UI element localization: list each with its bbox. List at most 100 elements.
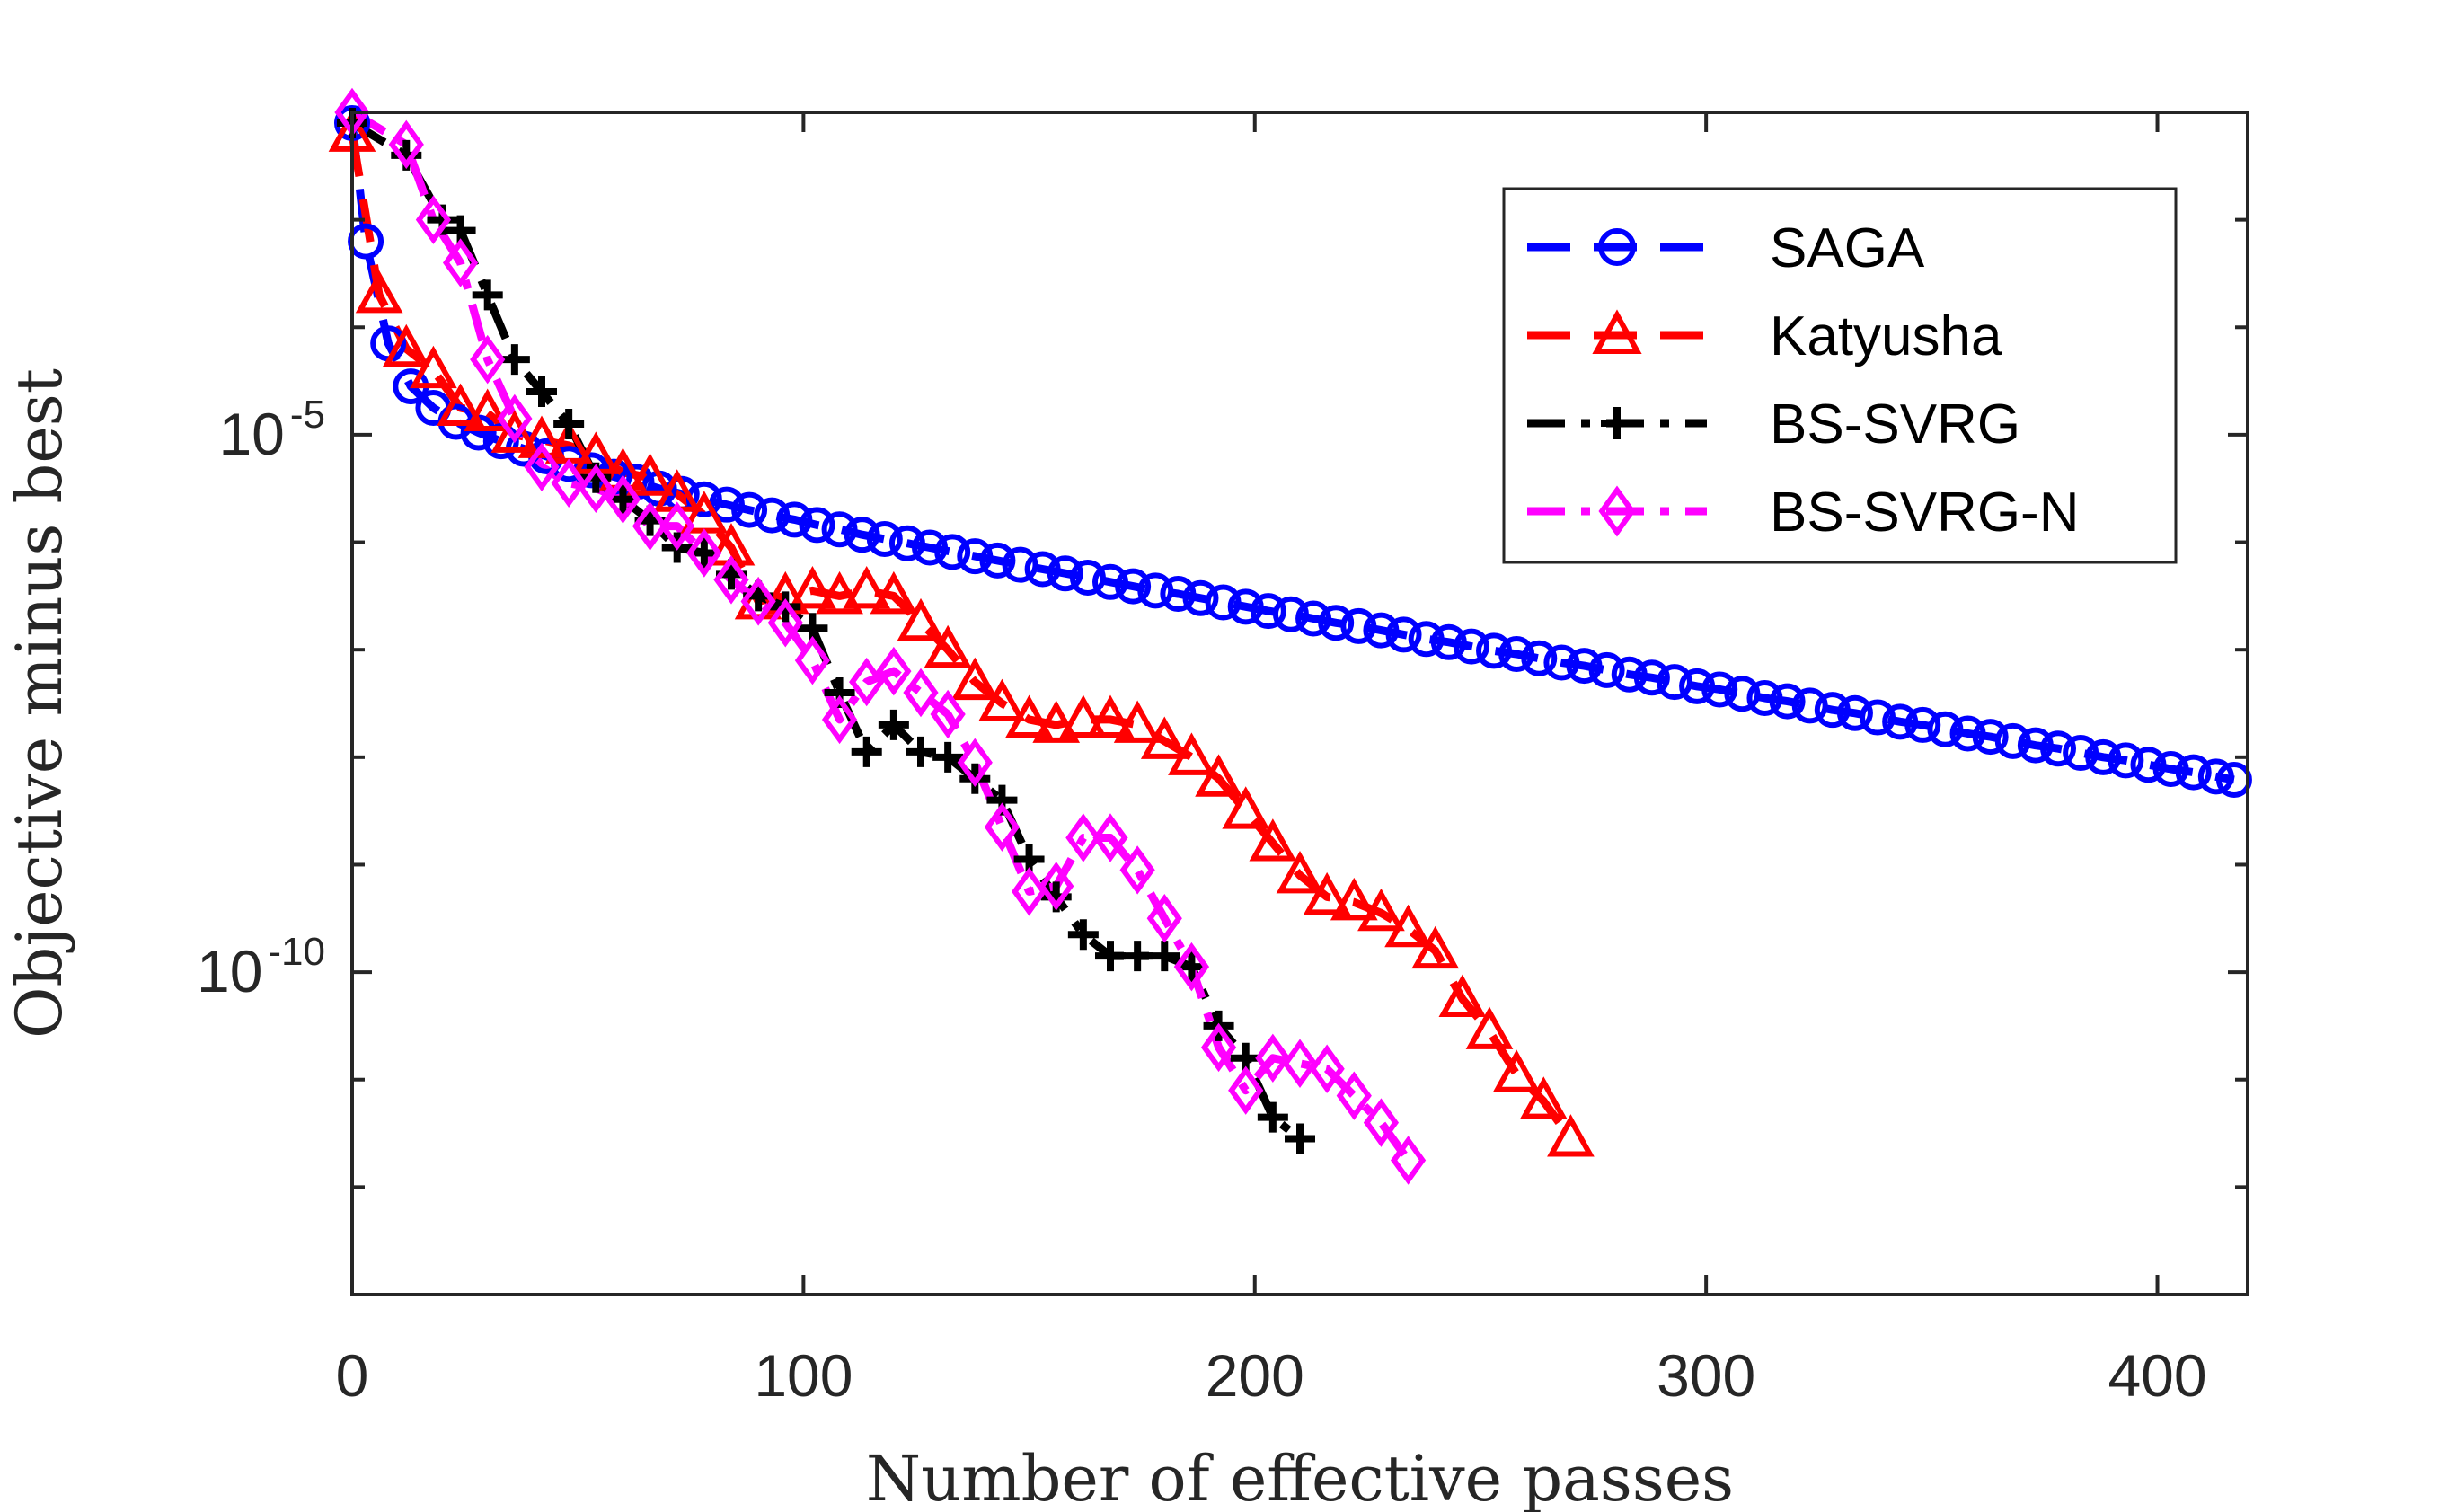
y-tick-labels: 10 -5 10 -10 [197,393,325,1004]
data-point-saga-80 [2130,747,2167,783]
data-point-bs-svrg-n-24 [1011,867,1047,916]
data-point-saga-42 [1272,596,1309,632]
data-point-bs-svrg-n-20 [903,668,939,718]
legend-marker-katyusha [1592,309,1642,354]
data-point-bs-svrg-n-2 [415,195,452,244]
data-point-saga-44 [1318,605,1355,641]
data-point-bs-svrg-n-3 [442,238,479,287]
data-point-saga-22 [821,511,858,548]
data-point-saga-74 [1994,722,2031,759]
data-point-saga-40 [1227,588,1264,625]
data-point-katyusha-7 [517,415,566,458]
data-point-bs-svrg-n-18 [849,657,885,707]
legend-label-saga: SAGA [1770,217,1925,279]
data-point-bs-svrg-n-28 [1119,845,1155,895]
data-point-bs-svrg-n-38 [1390,1136,1427,1185]
data-point-saga-79 [2108,742,2144,779]
legend-entry-bs-svrg-n: BS-SVRG-N [1527,482,2079,544]
data-point-saga-56 [1588,651,1625,688]
data-point-saga-78 [2085,738,2122,775]
legend-entries: SAGA Katyusha BS-SVRG BS-SVRG-N [1527,217,2079,544]
data-point-saga-70 [1904,706,1941,743]
data-point-saga-41 [1250,593,1286,630]
data-point-saga-57 [1611,656,1648,693]
data-point-bs-svrg-n-15 [767,598,803,648]
data-point-katyusha-24 [978,678,1026,721]
data-point-katyusha-22 [924,624,972,668]
data-point-katyusha-21 [897,597,945,641]
data-point-katyusha-39 [1384,904,1432,948]
data-point-saga-21 [799,507,835,544]
data-point-katyusha-33 [1222,786,1270,829]
data-point-saga-36 [1137,572,1174,609]
data-point-saga-77 [2063,735,2099,772]
data-point-bs-svrg-n-14 [740,577,776,626]
data-point-katyusha-4 [437,383,484,426]
tick-layer [350,111,2248,1296]
data-point-katyusha-41 [1438,974,1487,1017]
data-point-saga-54 [1543,644,1580,681]
data-point-katyusha-43 [1492,1049,1541,1092]
data-point-bs-svrg-29 [1149,941,1180,972]
data-point-katyusha-25 [1005,694,1053,738]
legend: SAGA Katyusha BS-SVRG BS-SVRG-N [1502,187,2178,564]
data-point-saga-34 [1092,563,1128,600]
data-point-saga-69 [1882,703,1919,740]
y-tick-label-0: 10 -5 [218,393,325,467]
data-point-saga-61 [1701,671,1738,708]
data-point-saga-82 [2175,754,2212,791]
data-point-bs-svrg-33 [1257,1101,1288,1133]
data-point-katyusha-34 [1249,818,1297,862]
data-point-bs-svrg-19 [878,709,909,740]
data-point-bs-svrg-n-9 [605,474,641,524]
data-point-katyusha-26 [1032,700,1081,743]
data-point-saga-66 [1814,692,1851,729]
data-point-bs-svrg-n-7 [551,458,587,508]
data-point-saga-60 [1679,668,1716,704]
data-point-saga-45 [1340,607,1377,644]
data-point-bs-svrg-n-30 [1173,942,1210,992]
x-tick-labels: 0 100 200 300 400 [336,1342,2207,1409]
data-point-katyusha-17 [789,565,836,609]
data-point-katyusha-30 [1140,716,1189,759]
data-point-saga-59 [1656,664,1692,701]
legend-label-katyusha: Katyusha [1770,305,2002,367]
data-point-bs-svrg-21 [932,741,964,773]
data-point-bs-svrg-26 [1067,919,1099,951]
data-point-bs-svrg-n-34 [1282,1039,1318,1089]
data-point-saga-46 [1363,612,1400,649]
data-point-saga-75 [2017,727,2054,764]
data-point-bs-svrg-n-1 [388,119,424,170]
data-point-bs-svrg-20 [906,736,936,767]
data-point-saga-20 [776,501,813,538]
x-tick-label-3: 300 [1657,1342,1755,1409]
data-point-saga-62 [1724,676,1761,712]
data-point-saga-50 [1453,628,1489,665]
legend-label-bs-svrg: BS-SVRG [1770,393,2020,455]
data-point-katyusha-5 [464,388,512,431]
data-point-katyusha-32 [1195,754,1242,797]
data-point-saga-29 [979,542,1016,579]
data-point-bs-svrg-4 [472,279,503,311]
data-point-katyusha-29 [1113,700,1162,743]
data-point-bs-svrg-n-6 [524,442,560,492]
data-point-saga-18 [731,491,768,528]
data-point-katyusha-31 [1168,732,1215,775]
data-point-katyusha-45 [1547,1114,1595,1157]
data-point-saga-63 [1746,680,1783,717]
data-point-bs-svrg-n-33 [1255,1033,1291,1083]
data-point-saga-39 [1205,584,1242,621]
data-point-katyusha-23 [950,657,999,701]
data-point-bs-svrg-9 [607,483,639,515]
data-point-katyusha-28 [1086,694,1135,738]
data-point-saga-47 [1385,616,1422,653]
data-point-bs-svrg-n-8 [578,464,614,513]
data-point-saga-32 [1047,555,1083,592]
data-point-saga-83 [2197,758,2234,795]
legend-marker-bs-svrg [1601,407,1633,439]
data-point-bs-svrg-n-32 [1228,1065,1264,1115]
data-point-saga-49 [1430,623,1467,660]
x-tick-label-4: 400 [2108,1342,2206,1409]
data-point-saga-76 [2040,730,2076,767]
